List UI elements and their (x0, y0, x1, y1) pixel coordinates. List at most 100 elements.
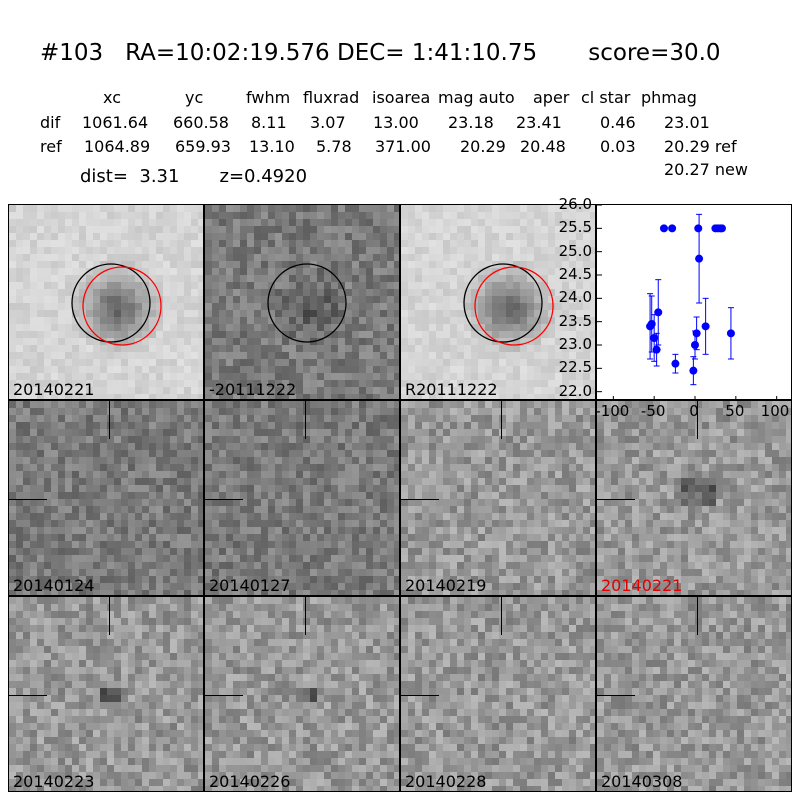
crosshair-tick-vertical (305, 401, 306, 439)
stamp-noise-texture (9, 401, 203, 595)
crosshair-tick-vertical (697, 597, 698, 635)
crosshair-tick-vertical (697, 401, 698, 439)
stamp-date-label: R20111222 (405, 380, 498, 399)
stamp-date-label: 20140124 (13, 576, 95, 595)
data-point (668, 224, 677, 233)
image-stamp: 20140228 (400, 596, 596, 792)
data-point (701, 322, 710, 331)
ref-aperture-circle (463, 263, 543, 343)
column-header: aper (533, 88, 570, 107)
table-cell: 20.29 ref (664, 137, 737, 156)
table-cell: 20.48 (520, 137, 566, 156)
stamp-date-label: 20140223 (13, 772, 95, 791)
stamp-date-label: 20140221 (601, 576, 683, 595)
y-tick-label: 24.5 (558, 265, 592, 283)
stamp-date-label: 20140228 (405, 772, 487, 791)
y-tick-label: 25.0 (558, 241, 592, 260)
table-cell: 371.00 (375, 137, 431, 156)
table-cell: 23.18 (448, 113, 494, 132)
table-cell: 1064.89 (84, 137, 151, 156)
crosshair-tick-vertical (501, 401, 502, 439)
data-point (726, 329, 735, 338)
table-cell: 0.46 (600, 113, 636, 132)
data-point (659, 224, 668, 233)
table-cell: 5.78 (316, 137, 352, 156)
crosshair-tick-vertical (305, 597, 306, 635)
table-cell: 3.07 (310, 113, 346, 132)
light-curve-svg (597, 204, 778, 401)
column-header: mag auto (438, 88, 515, 107)
x-tick-label: -100 (595, 402, 630, 420)
table-cell: 660.58 (173, 113, 229, 132)
stamp-date-label: 20140127 (209, 576, 291, 595)
ref-aperture-circle (267, 263, 347, 343)
data-point (694, 224, 703, 233)
table-cell: 23.01 (664, 113, 710, 132)
stamp-date-label: -20111222 (209, 380, 297, 399)
stamp-grid: 20140221 -20111222 R20111222 20140124 201401… (8, 204, 792, 792)
y-tick-label: 22.0 (558, 381, 592, 400)
stamp-date-label: 20140226 (209, 772, 291, 791)
y-tick-label: 22.5 (558, 358, 592, 377)
data-point (692, 329, 701, 338)
table-cell: 20.29 (460, 137, 506, 156)
stamp-noise-texture (205, 401, 399, 595)
data-point (695, 254, 704, 263)
column-header: isoarea (372, 88, 431, 107)
x-tick-label: 50 (725, 402, 745, 420)
crosshair-tick-vertical (501, 597, 502, 635)
image-stamp: 20140226 (204, 596, 400, 792)
crosshair-tick-vertical (109, 401, 110, 439)
page-title: #103 RA=10:02:19.576 DEC= 1:41:10.75 sco… (40, 40, 721, 66)
column-header: phmag (641, 88, 697, 107)
y-tick-label: 23.5 (558, 311, 592, 330)
crosshair-tick-horizontal (597, 695, 635, 696)
data-point (717, 224, 726, 233)
crosshair-tick-horizontal (597, 499, 635, 500)
data-point (689, 366, 698, 375)
crosshair-tick-horizontal (205, 695, 243, 696)
image-stamp: 20140221 (596, 400, 792, 596)
x-tick-label: 100 (760, 402, 790, 420)
stamp-noise-texture (205, 597, 399, 791)
y-tick-label: 26.0 (558, 195, 592, 213)
light-curve-plot (596, 204, 792, 401)
x-tick-label: -50 (640, 402, 666, 420)
table-cell: 0.03 (600, 137, 636, 156)
ref-aperture-circle (71, 263, 151, 343)
column-header: fwhm (246, 88, 291, 107)
stamp-noise-texture (9, 597, 203, 791)
stamp-noise-texture (597, 401, 791, 595)
x-tick-label: 0 (689, 402, 699, 420)
crosshair-tick-vertical (109, 597, 110, 635)
stamp-date-label: 20140308 (601, 772, 683, 791)
column-header: yc (185, 88, 204, 107)
distance-redshift: dist= 3.31 z=0.4920 (80, 166, 308, 187)
column-header: xc (103, 88, 121, 107)
table-cell: 13.10 (249, 137, 295, 156)
stamp-noise-texture (9, 205, 203, 399)
image-stamp: 20140221 (8, 204, 204, 400)
crosshair-tick-horizontal (205, 499, 243, 500)
column-header: cl star (581, 88, 631, 107)
column-header: fluxrad (303, 88, 360, 107)
stamp-noise-texture (597, 597, 791, 791)
crosshair-tick-horizontal (9, 695, 47, 696)
image-stamp: 20140219 (400, 400, 596, 596)
y-tick-label: 24.0 (558, 288, 592, 307)
stamp-noise-texture (401, 597, 595, 791)
image-stamp: -20111222 (204, 204, 400, 400)
phmag-new: 20.27 new (664, 160, 748, 179)
dif-aperture-circle (474, 266, 554, 346)
image-stamp: 20140223 (8, 596, 204, 792)
row-label: ref (40, 137, 62, 156)
table-cell: 8.11 (251, 113, 287, 132)
crosshair-tick-horizontal (401, 695, 439, 696)
data-point (691, 341, 699, 349)
stamp-date-label: 20140219 (405, 576, 487, 595)
table-cell: 13.00 (373, 113, 419, 132)
stamp-date-label: 20140221 (13, 380, 95, 399)
image-stamp: R20111222 (400, 204, 596, 400)
y-tick-label: 25.5 (558, 218, 592, 237)
image-stamp: 20140127 (204, 400, 400, 596)
